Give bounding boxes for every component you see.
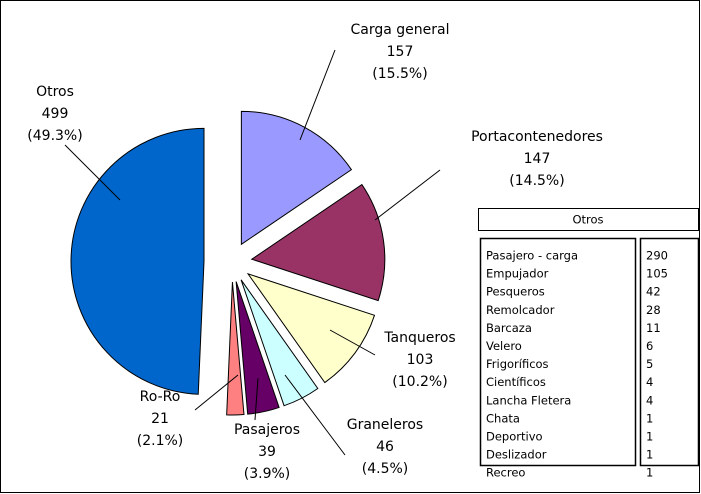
table-count: 1 <box>646 448 653 462</box>
table-name: Chata <box>486 411 520 425</box>
slice-value: 499 <box>42 106 69 122</box>
table-count: 1 <box>646 411 653 425</box>
slice-label: Pasajeros <box>234 422 300 438</box>
slice-label: Portacontenedores <box>471 129 603 145</box>
slice-label: Ro-Ro <box>140 389 181 405</box>
table-name: Deportivo <box>486 430 543 444</box>
slice-percent: (2.1%) <box>137 433 184 449</box>
pie-slice <box>235 281 280 415</box>
table-name: Barcaza <box>486 321 532 335</box>
slice-percent: (4.5%) <box>362 461 409 477</box>
table-count: 11 <box>646 321 661 335</box>
pie-slice <box>250 183 386 302</box>
slice-value: 39 <box>258 444 276 460</box>
table-count: 290 <box>646 249 668 263</box>
pie-slice <box>240 110 353 246</box>
slice-label: Otros <box>36 84 74 100</box>
table-count: 28 <box>646 303 661 317</box>
table-name: Lancha Fletera <box>486 393 571 407</box>
table-name: Remolcador <box>486 303 555 317</box>
slice-percent: (15.5%) <box>372 66 427 82</box>
table-title: Otros <box>572 213 603 227</box>
slice-percent: (49.3%) <box>27 128 82 144</box>
table-name: Científicos <box>486 375 546 389</box>
leader-line <box>254 377 259 421</box>
slice-value: 147 <box>524 151 551 167</box>
table-name: Deslizador <box>486 448 547 462</box>
leader-line <box>299 49 336 141</box>
table-name: Velero <box>486 339 522 353</box>
table-names-box <box>479 237 637 467</box>
table-count: 5 <box>646 357 653 371</box>
slice-value: 103 <box>407 352 434 368</box>
leader-line <box>374 169 441 221</box>
slice-value: 46 <box>376 439 394 455</box>
slice-label: Graneleros <box>347 417 423 433</box>
leader-line <box>194 374 239 411</box>
pie-slice <box>70 127 205 395</box>
slice-percent: (3.9%) <box>244 466 291 482</box>
table-name: Frigoríficos <box>486 357 549 371</box>
table-count: 1 <box>646 466 653 480</box>
slice-label: Carga general <box>351 22 450 38</box>
slice-label: Tanqueros <box>383 330 455 346</box>
table-count: 4 <box>646 375 653 389</box>
table-count: 6 <box>646 339 653 353</box>
slice-percent: (10.2%) <box>392 374 447 390</box>
pie-slice <box>240 279 319 407</box>
table-values-box <box>639 237 700 467</box>
slice-value: 21 <box>151 411 169 427</box>
table-name: Recreo <box>486 466 525 480</box>
leader-line <box>329 329 376 356</box>
slice-percent: (14.5%) <box>509 173 564 189</box>
table-count: 1 <box>646 430 653 444</box>
leader-line <box>64 144 121 201</box>
pie-slice <box>246 272 376 384</box>
table-count: 105 <box>646 267 668 281</box>
table-name: Pasajero - carga <box>486 249 578 263</box>
slice-value: 157 <box>387 44 414 60</box>
table-name: Empujador <box>486 267 549 281</box>
table-count: 4 <box>646 393 653 407</box>
table-name: Pesqueros <box>486 285 545 299</box>
table-count: 42 <box>646 285 661 299</box>
leader-line <box>284 374 346 456</box>
table-header-box <box>478 208 699 231</box>
pie-slice <box>226 281 245 416</box>
